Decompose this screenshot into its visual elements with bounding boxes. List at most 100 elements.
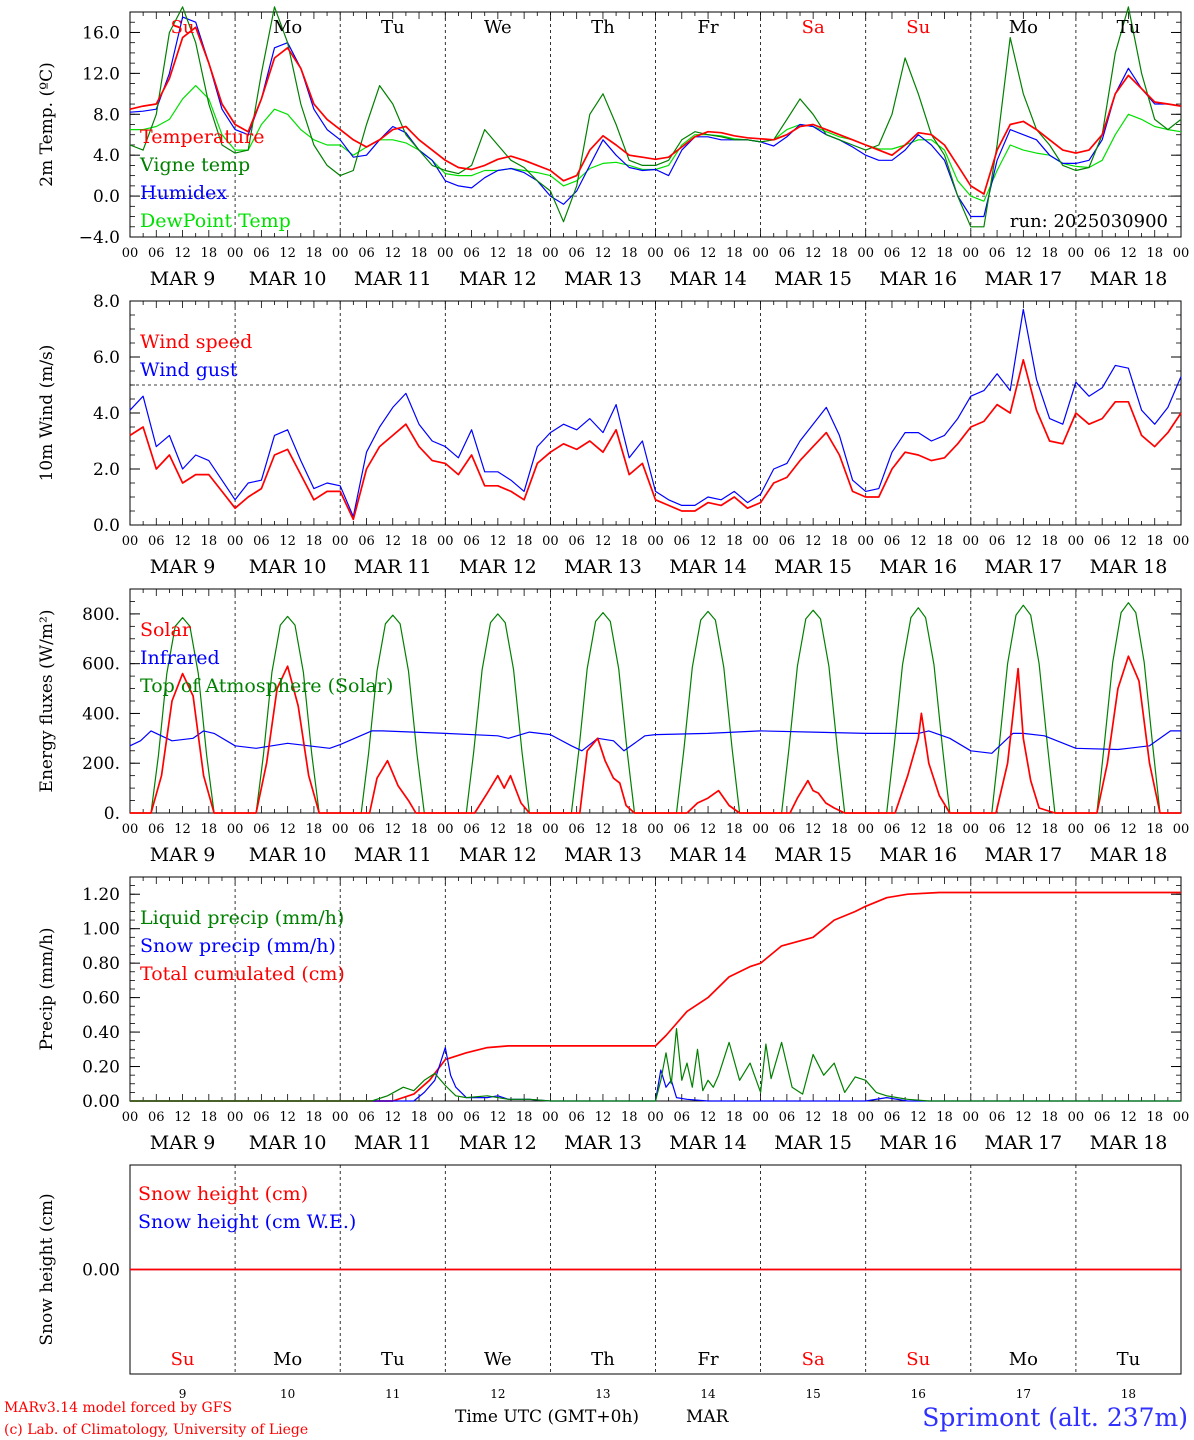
hour-label: 00 — [963, 534, 980, 549]
hour-label: 18 — [726, 246, 743, 261]
hour-label: 12 — [174, 1110, 191, 1125]
hour-label: 00 — [1173, 1110, 1190, 1125]
hour-label: 06 — [989, 246, 1006, 261]
hour-label: 12 — [174, 534, 191, 549]
date-label: MAR 13 — [564, 1132, 642, 1154]
y-tick-label: 200. — [82, 754, 120, 774]
date-label: MAR 16 — [879, 268, 957, 290]
legend-label: Snow height (cm W.E.) — [138, 1211, 356, 1233]
date-label: MAR 10 — [249, 1132, 327, 1154]
series-line-temperature — [129, 26, 1182, 195]
date-label: 18 — [1121, 1387, 1136, 1401]
hour-label: 00 — [647, 246, 664, 261]
hour-label: 12 — [1015, 822, 1032, 837]
legend-label: Snow height (cm) — [138, 1183, 308, 1205]
legend-label: Humidex — [140, 182, 227, 204]
hour-label: 12 — [700, 534, 717, 549]
hour-label: 00 — [963, 822, 980, 837]
hour-label: 18 — [831, 534, 848, 549]
legend-label: Vigne temp — [139, 154, 250, 176]
hour-label: 12 — [1015, 534, 1032, 549]
hour-label: 06 — [989, 822, 1006, 837]
y-axis-label: 2m Temp. (ºC) — [37, 62, 57, 187]
date-label: MAR 14 — [669, 556, 747, 578]
hour-label: 00 — [647, 1110, 664, 1125]
hour-label: 18 — [411, 1110, 428, 1125]
y-tick-label: 6.0 — [93, 348, 120, 368]
hour-label: 12 — [805, 1110, 822, 1125]
panel-energy: 0. 200. 400. 600. 800. Energy fluxes (W/m²) So… — [37, 588, 1189, 866]
hour-label: 12 — [384, 1110, 401, 1125]
hour-label: 18 — [1041, 534, 1058, 549]
hour-label: 18 — [516, 534, 533, 549]
hour-label: 00 — [752, 822, 769, 837]
hour-label: 00 — [857, 1110, 874, 1125]
date-label: MAR 14 — [669, 844, 747, 866]
y-tick-label: 800. — [82, 605, 120, 625]
series-line-wind-gust — [129, 308, 1182, 518]
weekday-label: Su — [906, 17, 930, 38]
series-line-vigne-temp — [129, 6, 1182, 228]
hour-label: 00 — [752, 246, 769, 261]
legend-label: Top of Atmosphere (Solar) — [140, 675, 393, 697]
hour-label: 00 — [963, 1110, 980, 1125]
hour-label: 00 — [1068, 1110, 1085, 1125]
weekday-label: Th — [591, 17, 615, 38]
hour-label: 00 — [437, 246, 454, 261]
y-tick-label: 0.0 — [93, 516, 120, 536]
date-label: MAR 18 — [1090, 844, 1168, 866]
hour-label: 00 — [227, 822, 244, 837]
hour-label: 06 — [884, 1110, 901, 1125]
hour-label: 12 — [595, 1110, 612, 1125]
hour-label: 12 — [805, 246, 822, 261]
y-tick-label: 0.00 — [82, 1261, 120, 1281]
date-label: MAR 12 — [459, 556, 537, 578]
date-label: MAR 9 — [150, 844, 216, 866]
panel-wind: 0.0 2.0 4.0 6.0 8.0 10m Wind (m/s) Wind speed W… — [37, 292, 1189, 578]
series-line-solar — [130, 655, 1181, 814]
y-axis-label: Energy fluxes (W/m²) — [37, 610, 57, 793]
hour-label: 06 — [358, 246, 375, 261]
hour-label: 06 — [148, 534, 165, 549]
hour-label: 00 — [542, 534, 559, 549]
location-title: Sprimont (alt. 237m) — [922, 1403, 1188, 1432]
y-tick-label: 8.0 — [93, 292, 120, 312]
date-label: MAR 11 — [354, 844, 432, 866]
hour-label: 12 — [490, 822, 507, 837]
weekday-label: Fr — [698, 1349, 719, 1370]
y-axis-label: 10m Wind (m/s) — [37, 345, 57, 482]
date-label: MAR 10 — [249, 844, 327, 866]
y-axis-label: Snow height (cm) — [37, 1193, 57, 1345]
hour-label: 06 — [463, 534, 480, 549]
date-label: MAR 12 — [459, 268, 537, 290]
hour-label: 00 — [1068, 822, 1085, 837]
weekday-label: Tu — [1117, 1349, 1141, 1370]
hour-label: 00 — [332, 822, 349, 837]
hour-label: 00 — [227, 1110, 244, 1125]
hour-label: 00 — [752, 1110, 769, 1125]
hour-label: 18 — [411, 534, 428, 549]
weekday-label: Su — [171, 17, 195, 38]
weekday-label: Fr — [698, 17, 719, 38]
hour-label: 12 — [910, 246, 927, 261]
hour-label: 00 — [122, 534, 139, 549]
date-label: 9 — [179, 1387, 187, 1401]
y-tick-label: 2.0 — [93, 460, 120, 480]
hour-label: 12 — [1120, 1110, 1137, 1125]
date-label: MAR 13 — [564, 268, 642, 290]
y-tick-label: 0.20 — [82, 1058, 120, 1078]
time-axis-month: MAR — [686, 1407, 730, 1427]
weekday-label: Tu — [381, 1349, 405, 1370]
hour-label: 12 — [1120, 822, 1137, 837]
hour-label: 06 — [358, 534, 375, 549]
hour-label: 12 — [805, 534, 822, 549]
hour-label: 18 — [1041, 822, 1058, 837]
date-label: MAR 15 — [774, 1132, 852, 1154]
date-label: MAR 17 — [984, 268, 1062, 290]
legend-label: DewPoint Temp — [140, 210, 291, 232]
hour-label: 06 — [674, 1110, 691, 1125]
hour-label: 06 — [1094, 1110, 1111, 1125]
hour-label: 06 — [463, 246, 480, 261]
date-label: 10 — [280, 1387, 295, 1401]
y-tick-label: 16.0 — [82, 23, 120, 43]
